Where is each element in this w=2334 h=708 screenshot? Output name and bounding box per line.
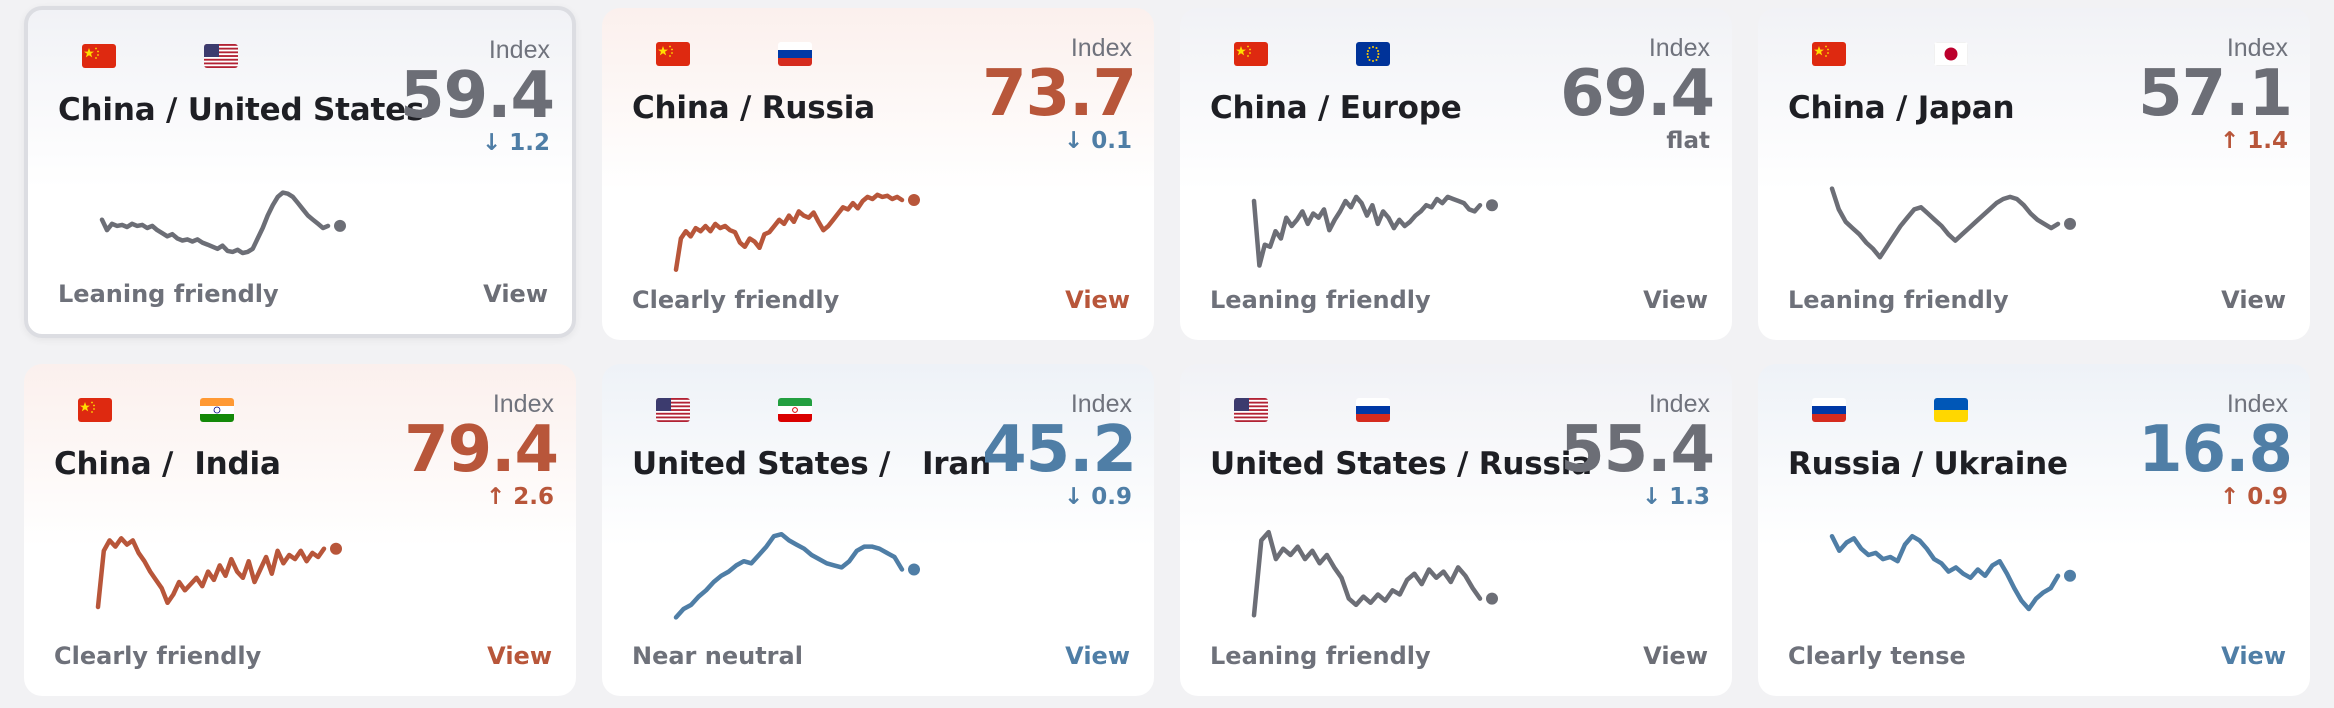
- eu-flag-icon: [1356, 42, 1390, 66]
- relation-status: Leaning friendly: [1210, 286, 1431, 314]
- index-value: 16.8: [2138, 413, 2293, 487]
- sparkline-path: [1829, 533, 2061, 612]
- sparkline-endpoint: [2064, 569, 2076, 582]
- india-flag-icon: [200, 398, 234, 422]
- index-label: Index: [1070, 34, 1132, 62]
- index-delta: flat: [1666, 128, 1710, 154]
- russia-flag-icon: [1812, 398, 1846, 422]
- trend-sparkline: [1829, 186, 2076, 260]
- index-label: Index: [1648, 390, 1710, 418]
- view-link[interactable]: View: [1643, 642, 1708, 670]
- relation-status: Leaning friendly: [1788, 286, 2009, 314]
- relation-card[interactable]: Russia / Ukraine Index 16.8 ↑ 0.9 Clearly te…: [1758, 364, 2310, 696]
- sparkline-path: [1251, 529, 1483, 618]
- sparkline-endpoint: [1486, 592, 1498, 605]
- index-value: 55.4: [1560, 413, 1715, 487]
- sparkline-path: [673, 531, 905, 620]
- relation-title: China / Russia: [632, 90, 875, 126]
- china-flag-icon: [1812, 42, 1846, 66]
- index-delta: ↑ 0.9: [2219, 484, 2288, 510]
- index-delta: ↓ 0.1: [1063, 128, 1132, 154]
- index-delta: ↓ 1.3: [1641, 484, 1710, 510]
- china-flag-icon: [78, 398, 112, 422]
- relation-status: Leaning friendly: [1210, 642, 1431, 670]
- relation-status: Near neutral: [632, 642, 803, 670]
- index-delta: ↓ 0.9: [1063, 484, 1132, 510]
- relation-card[interactable]: China / United States Index 59.4 ↓ 1.2 Leani…: [24, 6, 576, 338]
- relation-card[interactable]: China / India Index 79.4 ↑ 2.6 Clearly frien…: [24, 364, 576, 696]
- relation-card[interactable]: United States / Russia Index 55.4 ↓ 1.3 Lean…: [1180, 364, 1732, 696]
- us-flag-icon: [656, 398, 690, 422]
- relation-card[interactable]: China / Russia Index 73.7 ↓ 0.1 Clearly frie…: [602, 8, 1154, 340]
- view-link[interactable]: View: [1065, 286, 1130, 314]
- sparkline-path: [673, 192, 905, 272]
- index-value: 45.2: [982, 413, 1137, 487]
- relation-status: Clearly tense: [1788, 642, 1966, 670]
- sparkline-endpoint: [908, 563, 920, 576]
- sparkline-path: [1251, 194, 1483, 268]
- trend-sparkline: [1251, 529, 1498, 618]
- index-value: 69.4: [1560, 57, 1715, 131]
- relation-title: Russia / Ukraine: [1788, 446, 2068, 482]
- index-value: 57.1: [2138, 57, 2293, 131]
- view-link[interactable]: View: [2221, 286, 2286, 314]
- sparkline-endpoint: [1486, 199, 1498, 212]
- view-link[interactable]: View: [483, 280, 548, 308]
- trend-sparkline: [1251, 194, 1498, 268]
- index-value: 79.4: [404, 413, 559, 487]
- trend-sparkline: [99, 190, 346, 256]
- sparkline-endpoint: [334, 219, 346, 232]
- view-link[interactable]: View: [1065, 642, 1130, 670]
- index-label: Index: [1070, 390, 1132, 418]
- relation-status: Clearly friendly: [54, 642, 262, 670]
- relation-status: Leaning friendly: [58, 280, 279, 308]
- index-label: Index: [2226, 390, 2288, 418]
- index-delta: ↓ 1.2: [481, 130, 550, 156]
- china-flag-icon: [1234, 42, 1268, 66]
- china-flag-icon: [656, 42, 690, 66]
- sparkline-path: [99, 190, 331, 256]
- iran-flag-icon: [778, 398, 812, 422]
- sparkline-endpoint: [330, 542, 342, 555]
- trend-sparkline: [1829, 533, 2076, 612]
- relation-status: Clearly friendly: [632, 286, 840, 314]
- index-value: 59.4: [400, 59, 555, 133]
- view-link[interactable]: View: [487, 642, 552, 670]
- index-label: Index: [1648, 34, 1710, 62]
- sparkline-path: [1829, 186, 2061, 260]
- view-link[interactable]: View: [2221, 642, 2286, 670]
- relation-title: China / India: [54, 446, 281, 482]
- relation-card[interactable]: China / Japan Index 57.1 ↑ 1.4 Leaning frien…: [1758, 8, 2310, 340]
- relation-title: China / United States: [58, 92, 425, 128]
- us-flag-icon: [1234, 398, 1268, 422]
- ukraine-flag-icon: [1934, 398, 1968, 422]
- index-label: Index: [492, 390, 554, 418]
- index-value: 73.7: [982, 57, 1137, 131]
- russia-flag-icon: [1356, 398, 1390, 422]
- index-delta: ↑ 1.4: [2219, 128, 2288, 154]
- relation-title: United States / Russia: [1210, 446, 1592, 482]
- sparkline-endpoint: [908, 194, 920, 206]
- view-link[interactable]: View: [1643, 286, 1708, 314]
- relation-title: United States / Iran: [632, 446, 991, 482]
- index-delta: ↑ 2.6: [485, 484, 554, 510]
- japan-flag-icon: [1934, 42, 1968, 66]
- relation-card[interactable]: United States / Iran Index 45.2 ↓ 0.9 Near n…: [602, 364, 1154, 696]
- russia-flag-icon: [778, 42, 812, 66]
- sparkline-endpoint: [2064, 217, 2076, 230]
- us-flag-icon: [204, 44, 238, 68]
- trend-sparkline: [673, 192, 920, 272]
- trend-sparkline: [95, 536, 342, 610]
- index-label: Index: [2226, 34, 2288, 62]
- china-flag-icon: [82, 44, 116, 68]
- trend-sparkline: [673, 531, 920, 620]
- relation-title: China / Europe: [1210, 90, 1462, 126]
- sparkline-path: [95, 536, 327, 610]
- relation-title: China / Japan: [1788, 90, 2015, 126]
- relation-card[interactable]: China / Europe Index 69.4 flat Leaning frien…: [1180, 8, 1732, 340]
- index-label: Index: [488, 36, 550, 64]
